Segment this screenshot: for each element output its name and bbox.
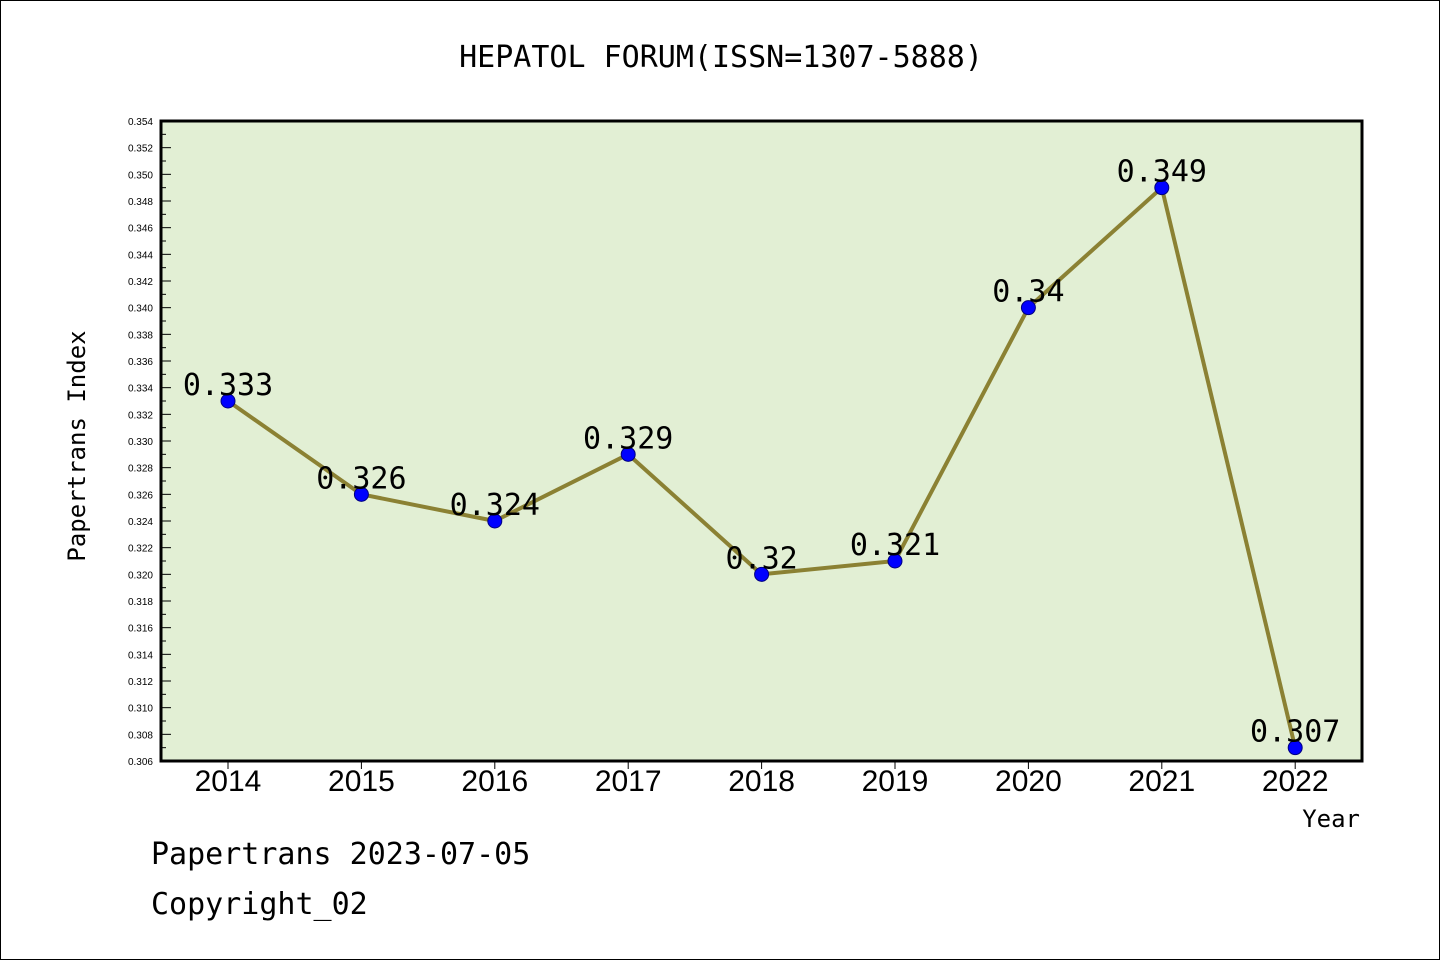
x-tick-label: 2015 <box>328 765 395 798</box>
y-tick-label: 0.348 <box>128 197 153 208</box>
y-tick-label: 0.306 <box>128 757 153 768</box>
x-tick-label: 2018 <box>728 765 795 798</box>
x-tick-label: 2016 <box>461 765 528 798</box>
x-tick-label: 2021 <box>1128 765 1195 798</box>
y-tick-label: 0.334 <box>128 384 153 395</box>
y-tick-label: 0.354 <box>128 117 153 128</box>
chart-title: HEPATOL FORUM(ISSN=1307-5888) <box>459 40 983 75</box>
y-tick-label: 0.324 <box>128 517 153 528</box>
data-point <box>1020 300 1036 316</box>
y-tick-label: 0.326 <box>128 490 153 501</box>
y-tick-label: 0.318 <box>128 597 153 608</box>
data-label: 0.329 <box>583 421 673 456</box>
y-tick-label: 0.350 <box>128 170 153 181</box>
data-point <box>353 486 369 502</box>
plot-frame <box>159 119 1364 763</box>
y-tick-label: 0.312 <box>128 677 153 688</box>
y-tick-label: 0.322 <box>128 544 153 555</box>
x-tick-label: 2020 <box>995 765 1062 798</box>
footer-source: Papertrans 2023-07-05 <box>151 837 531 872</box>
y-tick-label: 0.314 <box>128 650 153 661</box>
x-tick-label: 2022 <box>1262 765 1329 798</box>
y-tick-label: 0.320 <box>128 570 153 581</box>
y-tick-label: 0.340 <box>128 304 153 315</box>
data-label: 0.307 <box>1250 715 1340 750</box>
data-point <box>887 553 903 569</box>
data-point <box>220 393 236 409</box>
data-label: 0.32 <box>725 541 797 576</box>
plot-area <box>161 121 1362 761</box>
data-label: 0.34 <box>992 275 1064 310</box>
y-tick-label: 0.336 <box>128 357 153 368</box>
data-label: 0.326 <box>316 461 406 496</box>
data-label: 0.321 <box>850 528 940 563</box>
footer-copyright: Copyright_02 <box>151 887 368 922</box>
y-tick-label: 0.308 <box>128 730 153 741</box>
data-point <box>754 566 770 582</box>
data-label: 0.333 <box>183 368 273 403</box>
data-label: 0.349 <box>1117 155 1207 190</box>
y-tick-label: 0.328 <box>128 464 153 475</box>
data-point <box>620 446 636 462</box>
y-tick-label: 0.352 <box>128 144 153 155</box>
y-tick-label: 0.332 <box>128 410 153 421</box>
y-tick-label: 0.330 <box>128 437 153 448</box>
data-point <box>1154 180 1170 196</box>
y-tick-label: 0.342 <box>128 277 153 288</box>
y-tick-label: 0.310 <box>128 704 153 715</box>
x-axis-label: Year <box>1302 805 1360 833</box>
data-point <box>487 513 503 529</box>
y-tick-label: 0.316 <box>128 624 153 635</box>
x-tick-label: 2014 <box>195 765 262 798</box>
y-axis-label: Papertrans Index <box>63 330 91 561</box>
data-label: 0.324 <box>450 488 540 523</box>
y-tick-label: 0.338 <box>128 330 153 341</box>
y-tick-label: 0.344 <box>128 250 153 261</box>
x-tick-label: 2017 <box>595 765 662 798</box>
y-tick-label: 0.346 <box>128 224 153 235</box>
x-tick-label: 2019 <box>862 765 929 798</box>
data-point <box>1287 740 1303 756</box>
